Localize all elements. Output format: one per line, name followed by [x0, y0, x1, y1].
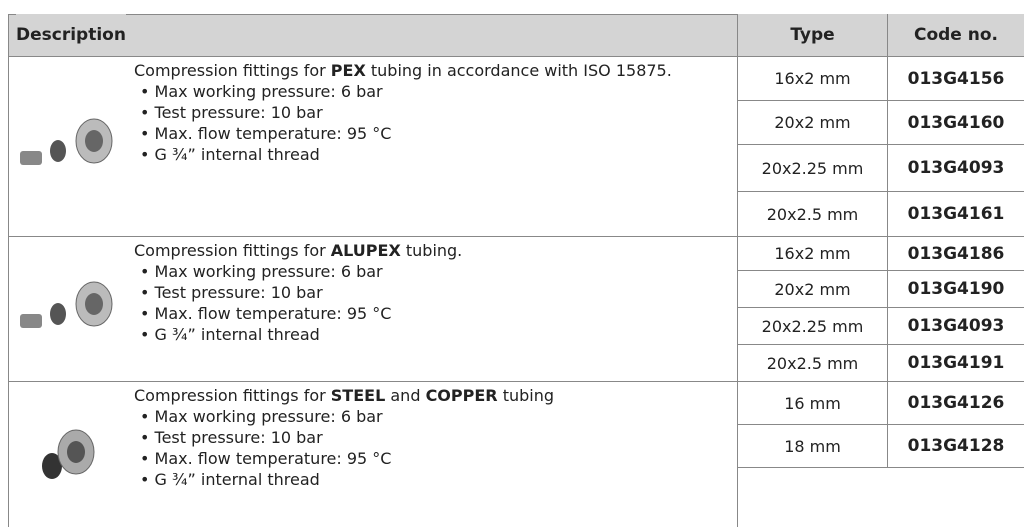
- intro-text: STEEL: [331, 386, 386, 405]
- intro: Compression fittings for ALUPEX tubing.: [134, 240, 732, 261]
- column-line: [737, 236, 738, 381]
- type-cell: 20x2.25 mm: [737, 144, 887, 191]
- intro: Compression fittings for PEX tubing in a…: [134, 60, 732, 81]
- fitting-icon: [14, 274, 124, 344]
- intro-text: PEX: [331, 61, 366, 80]
- bullet: • G ¾” internal thread: [134, 324, 732, 345]
- bullet: • Test pressure: 10 bar: [134, 427, 732, 448]
- type-cell: 16x2 mm: [737, 236, 887, 270]
- bullet: • G ¾” internal thread: [134, 144, 732, 165]
- header-code: Code no.: [887, 14, 1024, 56]
- type-cell: 16x2 mm: [737, 56, 887, 100]
- type-cell: 20x2.5 mm: [737, 191, 887, 236]
- bullet: • Max. flow temperature: 95 °C: [134, 303, 732, 324]
- description: Compression fittings for ALUPEX tubing.•…: [134, 240, 732, 345]
- header-type: Type: [737, 14, 887, 56]
- bullet: • Max working pressure: 6 bar: [134, 261, 732, 282]
- intro-text: Compression fittings for: [134, 386, 331, 405]
- intro-text: COPPER: [426, 386, 498, 405]
- bullet: • Max working pressure: 6 bar: [134, 81, 732, 102]
- page: Description Type Code no. Compression fi…: [0, 0, 1024, 527]
- fitting-icon: [14, 416, 124, 486]
- intro-text: tubing in accordance with ISO 15875.: [366, 61, 672, 80]
- header-description: Description: [16, 14, 126, 56]
- code-cell: 013G4093: [887, 144, 1024, 191]
- intro-text: Compression fittings for: [134, 61, 331, 80]
- intro-text: ALUPEX: [331, 241, 401, 260]
- code-cell: 013G4160: [887, 100, 1024, 144]
- code-cell: 013G4128: [887, 424, 1024, 467]
- bullet: • Max working pressure: 6 bar: [134, 406, 732, 427]
- intro: Compression fittings for STEEL and COPPE…: [134, 385, 732, 406]
- intro-text: tubing.: [401, 241, 462, 260]
- code-cell: 013G4126: [887, 381, 1024, 424]
- intro-text: tubing: [498, 386, 554, 405]
- intro-text: Compression fittings for: [134, 241, 331, 260]
- code-cell: 013G4093: [887, 307, 1024, 344]
- empty-cell: [737, 467, 1024, 527]
- fitting-icon: [14, 111, 124, 181]
- type-cell: 16 mm: [737, 381, 887, 424]
- code-cell: 013G4191: [887, 344, 1024, 381]
- code-cell: 013G4190: [887, 270, 1024, 307]
- description: Compression fittings for STEEL and COPPE…: [134, 385, 732, 490]
- code-cell: 013G4161: [887, 191, 1024, 236]
- type-cell: 20x2.25 mm: [737, 307, 887, 344]
- bullet: • Max. flow temperature: 95 °C: [134, 123, 732, 144]
- type-cell: 20x2.5 mm: [737, 344, 887, 381]
- bullet: • Test pressure: 10 bar: [134, 102, 732, 123]
- type-cell: 20x2 mm: [737, 100, 887, 144]
- type-cell: 18 mm: [737, 424, 887, 467]
- bullet: • Max. flow temperature: 95 °C: [134, 448, 732, 469]
- description: Compression fittings for PEX tubing in a…: [134, 60, 732, 165]
- intro-text: and: [385, 386, 425, 405]
- code-cell: 013G4156: [887, 56, 1024, 100]
- type-cell: 20x2 mm: [737, 270, 887, 307]
- bullet: • G ¾” internal thread: [134, 469, 732, 490]
- column-line: [737, 56, 738, 236]
- bullet: • Test pressure: 10 bar: [134, 282, 732, 303]
- code-cell: 013G4186: [887, 236, 1024, 270]
